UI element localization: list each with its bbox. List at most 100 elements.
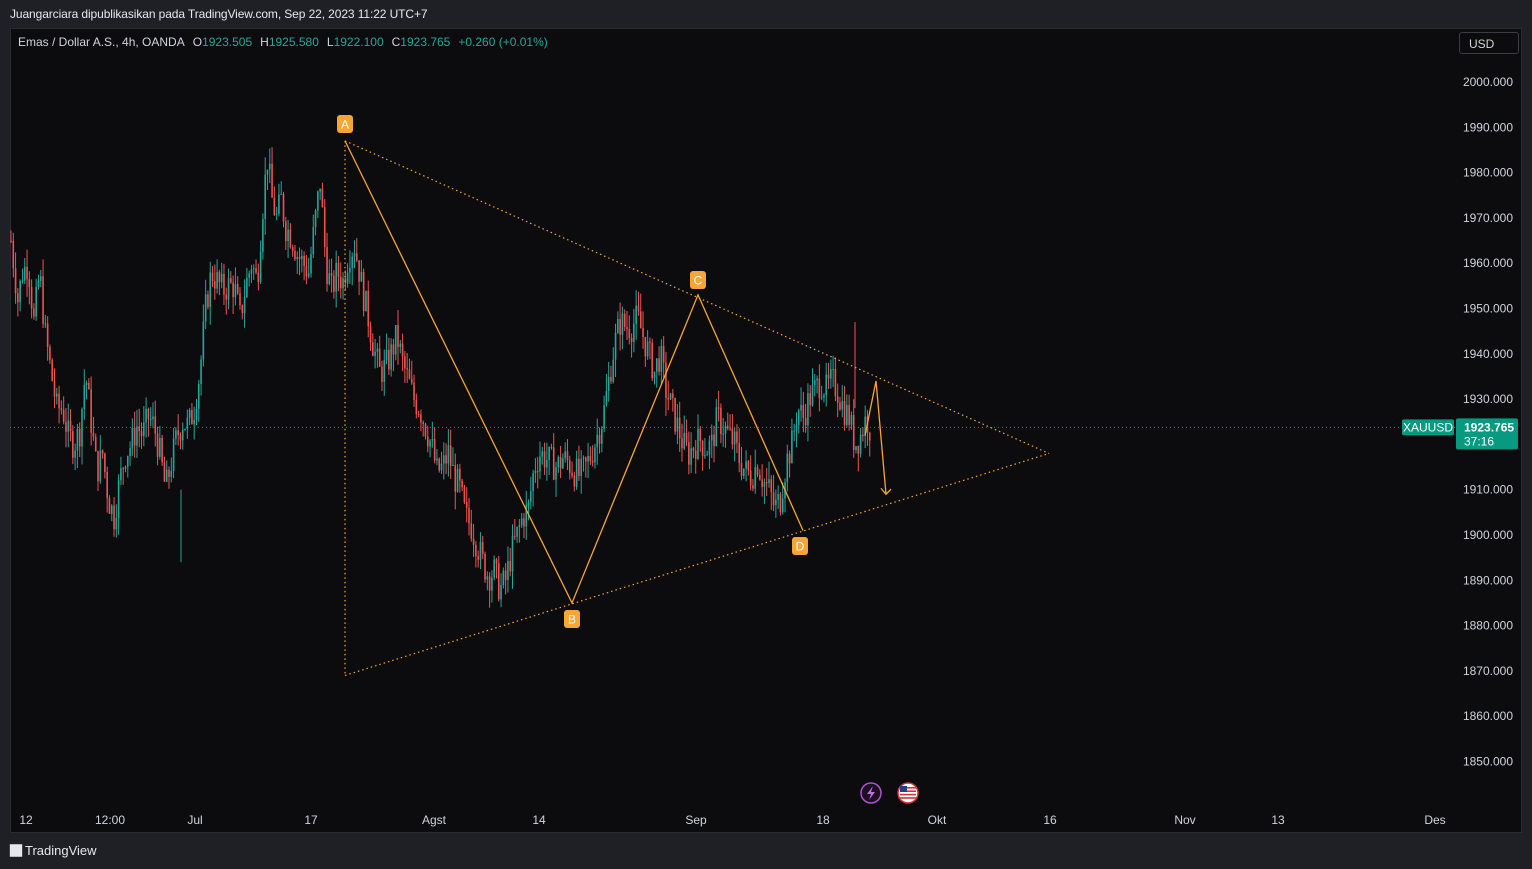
candle-body <box>617 319 619 333</box>
candle-body <box>404 356 406 369</box>
candle-body <box>674 397 676 432</box>
candle-body <box>133 427 136 446</box>
candle-body <box>649 341 651 343</box>
candle-body <box>317 191 319 211</box>
point-label-b: B <box>568 613 576 627</box>
candle-body <box>514 535 516 537</box>
candle-body <box>843 401 846 426</box>
point-label-d: D <box>796 540 805 554</box>
candle-body <box>110 505 113 514</box>
currency-button[interactable]: USD <box>1459 32 1519 54</box>
price-tick-label: 1880.000 <box>1463 619 1513 633</box>
candle-body <box>699 428 702 441</box>
candle-body <box>65 421 67 432</box>
candle-body <box>321 188 324 208</box>
candle-body <box>177 430 179 436</box>
candle-body <box>188 409 191 418</box>
candle-body <box>397 325 399 347</box>
candle-body <box>72 431 74 458</box>
candle-body <box>184 428 186 430</box>
candle-body <box>296 256 299 260</box>
chart-frame[interactable] <box>10 28 1522 833</box>
candle-body <box>385 349 388 361</box>
candle-body <box>552 447 555 480</box>
candle-body <box>484 553 486 580</box>
candle-body <box>830 369 832 379</box>
candle-body <box>67 420 70 432</box>
point-label-a: A <box>341 118 349 132</box>
candle-body <box>216 272 218 289</box>
candle-body <box>220 273 223 283</box>
candle-body <box>335 263 337 292</box>
candle-body <box>26 266 28 280</box>
candle-body <box>234 284 237 298</box>
candle-body <box>736 431 738 444</box>
candle-body <box>644 336 647 357</box>
candle-body <box>282 194 285 222</box>
candle-body <box>802 404 805 418</box>
price-tick-label: 1910.000 <box>1463 483 1513 497</box>
candle-body <box>156 433 159 457</box>
candle-body <box>701 440 704 457</box>
footer-brand[interactable]: TradingView <box>25 843 97 858</box>
candle-body <box>642 328 644 337</box>
time-tick-label: Des <box>1424 813 1445 827</box>
tradingview-logo-icon[interactable]: ⬛︎ <box>10 843 22 857</box>
candle-body <box>23 266 26 281</box>
candle-body <box>298 256 301 260</box>
candle-body <box>676 417 679 432</box>
footer: ⬛︎ TradingView <box>10 843 97 858</box>
candle-body <box>49 346 51 360</box>
candle-body <box>376 348 379 352</box>
candle-body <box>426 436 429 447</box>
candle-body <box>362 271 365 312</box>
candle-body <box>582 457 585 459</box>
candle-body <box>509 561 512 572</box>
candle-body <box>591 460 594 463</box>
candle-body <box>655 358 658 372</box>
event-icons <box>860 782 919 804</box>
candle-body <box>191 409 193 425</box>
price-tick-label: 1990.000 <box>1463 120 1513 134</box>
candle-body <box>493 559 495 578</box>
candle-body <box>436 458 438 461</box>
time-tick-label: 13 <box>1271 813 1285 827</box>
candle-body <box>163 462 166 482</box>
candle-body <box>868 432 871 441</box>
candle-body <box>562 458 564 469</box>
candle-body <box>834 369 837 397</box>
point-label-c-box <box>690 271 706 289</box>
candle-body <box>516 526 518 537</box>
candle-body <box>83 385 86 410</box>
candle-body <box>626 327 628 329</box>
candle-body <box>21 280 24 282</box>
candle-body <box>754 467 757 489</box>
candle-body <box>639 311 642 329</box>
candle-body <box>170 470 173 477</box>
candle-body <box>580 458 583 476</box>
candle-body <box>12 240 15 269</box>
candle-body <box>807 393 809 426</box>
low-label: L <box>326 35 334 49</box>
candle-body <box>841 401 844 410</box>
candle-body <box>14 268 17 294</box>
candle-body <box>413 382 415 401</box>
candle-body <box>262 218 264 252</box>
candle-body <box>601 428 603 444</box>
candle-body <box>266 169 269 175</box>
candle-body <box>408 369 411 379</box>
candle-body <box>491 577 493 591</box>
candle-body <box>440 463 443 471</box>
bar-countdown-label: 37:16 <box>1464 434 1494 448</box>
price-tick-label: 1940.000 <box>1463 347 1513 361</box>
candle-body <box>527 501 530 505</box>
candle-body <box>463 487 466 502</box>
candle-body <box>759 474 761 480</box>
candle-body <box>623 313 626 328</box>
candle-body <box>454 465 457 492</box>
candle-body <box>530 491 532 502</box>
change-value: +0.260 (+0.01%) <box>458 35 548 49</box>
symbol-name[interactable]: Emas / Dollar A.S., 4h, OANDA <box>18 35 185 49</box>
candle-body <box>653 371 656 379</box>
